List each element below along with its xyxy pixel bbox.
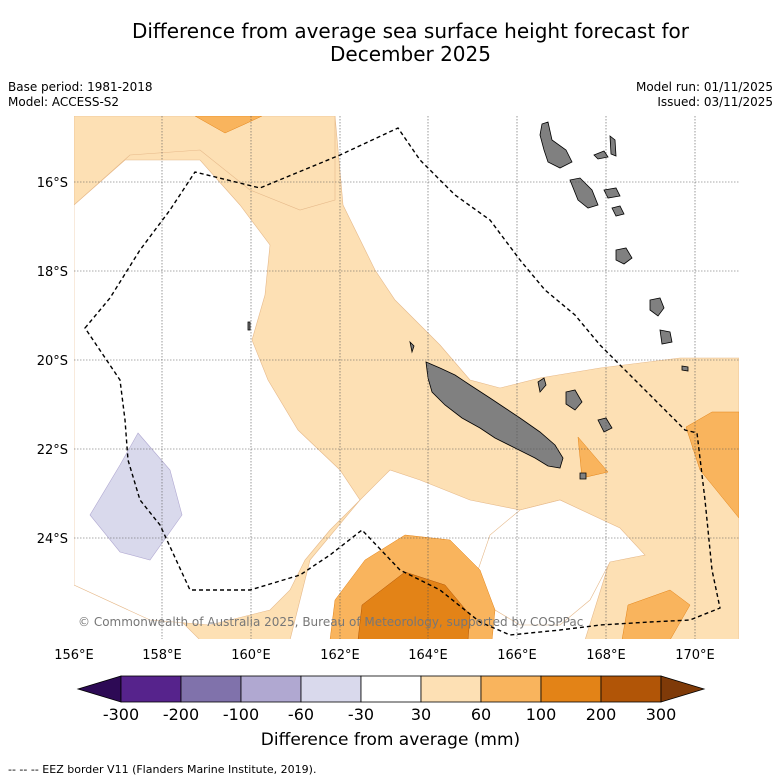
island-east-1-icon bbox=[659, 329, 673, 345]
lon-160e: 160°E bbox=[231, 648, 271, 663]
mare-icon bbox=[597, 417, 613, 433]
neutral-south-region bbox=[477, 499, 646, 626]
colorbar-extend-low bbox=[76, 675, 122, 703]
colorbar-segment bbox=[120, 675, 182, 703]
land-masses bbox=[247, 121, 689, 480]
colorbar-tick-label: 100 bbox=[525, 705, 557, 724]
colorbar bbox=[76, 675, 706, 703]
lon-168e: 168°E bbox=[586, 648, 626, 663]
colorbar-label: Difference from average (mm) bbox=[260, 730, 521, 750]
efate-icon bbox=[611, 205, 625, 217]
aneityum-icon bbox=[649, 297, 665, 317]
model-run: Model run: 01/11/2025 bbox=[635, 80, 773, 94]
colorbar-segment bbox=[480, 675, 542, 703]
anomaly-60-100-north bbox=[194, 116, 263, 134]
gridlines bbox=[74, 116, 739, 639]
colorbar-tick-label: 30 bbox=[410, 705, 432, 724]
lon-158e: 158°E bbox=[142, 648, 182, 663]
title-line-1: Difference from average sea surface heig… bbox=[131, 19, 690, 43]
model-name: Model: ACCESS-S2 bbox=[8, 95, 120, 109]
lifou-icon bbox=[565, 389, 583, 411]
anomaly-60-100-island bbox=[577, 436, 609, 479]
colorbar-tick-label: 200 bbox=[585, 705, 617, 724]
espiritu-santo-icon bbox=[539, 121, 573, 169]
colorbar-segment bbox=[300, 675, 362, 703]
map-area[interactable]: © Commonwealth of Australia 2025, Bureau… bbox=[74, 116, 739, 640]
lon-170e: 170°E bbox=[675, 648, 715, 663]
lat-16s: 16°S bbox=[37, 176, 68, 191]
colorbar-tick-label: -300 bbox=[102, 705, 140, 724]
chesterfield-islet-icon bbox=[247, 321, 251, 331]
lat-labels: 16°S 18°S 20°S 22°S 24°S bbox=[37, 176, 68, 547]
ambae-icon bbox=[593, 150, 609, 160]
colorbar-segment bbox=[600, 675, 662, 703]
lat-22s: 22°S bbox=[37, 443, 68, 458]
belep-islet-icon bbox=[409, 340, 415, 354]
colorbar-tick-label: -60 bbox=[287, 705, 315, 724]
issued-date: Issued: 03/11/2025 bbox=[657, 95, 773, 109]
base-period: Base period: 1981-2018 bbox=[8, 80, 153, 94]
lon-166e: 166°E bbox=[497, 648, 537, 663]
colorbar-segment bbox=[420, 675, 482, 703]
maewo-icon bbox=[609, 135, 617, 157]
lon-164e: 164°E bbox=[408, 648, 448, 663]
anomaly-100-200-south bbox=[357, 571, 471, 639]
meta-right: Model run: 01/11/2025 Issued: 03/11/2025 bbox=[636, 80, 773, 110]
malakula-icon bbox=[569, 177, 599, 209]
colorbar-tick-label: -200 bbox=[162, 705, 200, 724]
colorbar-extend-high bbox=[660, 675, 706, 703]
title-line-2: December 2025 bbox=[330, 42, 491, 66]
anomaly-60-100-southeast bbox=[621, 589, 691, 639]
tanna-icon bbox=[615, 247, 633, 265]
lat-18s: 18°S bbox=[37, 265, 68, 280]
anomaly-neg60-neg30-region bbox=[89, 432, 183, 561]
epi-icon bbox=[603, 187, 621, 199]
isle-of-pines-icon bbox=[579, 472, 587, 480]
lon-156e: 156°E bbox=[54, 648, 94, 663]
chart-title: Difference from average sea surface heig… bbox=[0, 20, 781, 66]
colorbar-segment bbox=[180, 675, 242, 703]
colorbar-tick-label: -30 bbox=[347, 705, 375, 724]
map-copyright: © Commonwealth of Australia 2025, Bureau… bbox=[78, 615, 583, 629]
lat-24s: 24°S bbox=[37, 532, 68, 547]
lon-162e: 162°E bbox=[320, 648, 360, 663]
colorbar-tick-label: 300 bbox=[645, 705, 677, 724]
new-caledonia-icon bbox=[425, 361, 564, 469]
ouvea-icon bbox=[537, 377, 547, 393]
anomaly-60-100-east bbox=[685, 411, 739, 519]
colorbar-tick-label: -100 bbox=[222, 705, 260, 724]
colorbar-segment bbox=[240, 675, 302, 703]
colorbar-segment bbox=[360, 675, 422, 703]
meta-left: Base period: 1981-2018 Model: ACCESS-S2 bbox=[8, 80, 153, 110]
island-east-2-icon bbox=[681, 365, 689, 372]
colorbar-segment bbox=[540, 675, 602, 703]
eez-border bbox=[84, 127, 721, 636]
eez-legend-note: -- -- -- EEZ border V11 (Flanders Marine… bbox=[8, 763, 317, 776]
lat-20s: 20°S bbox=[37, 354, 68, 369]
lon-labels: 156°E 158°E 160°E 162°E 164°E 166°E 168°… bbox=[54, 648, 715, 663]
colorbar-tick-label: 60 bbox=[470, 705, 492, 724]
